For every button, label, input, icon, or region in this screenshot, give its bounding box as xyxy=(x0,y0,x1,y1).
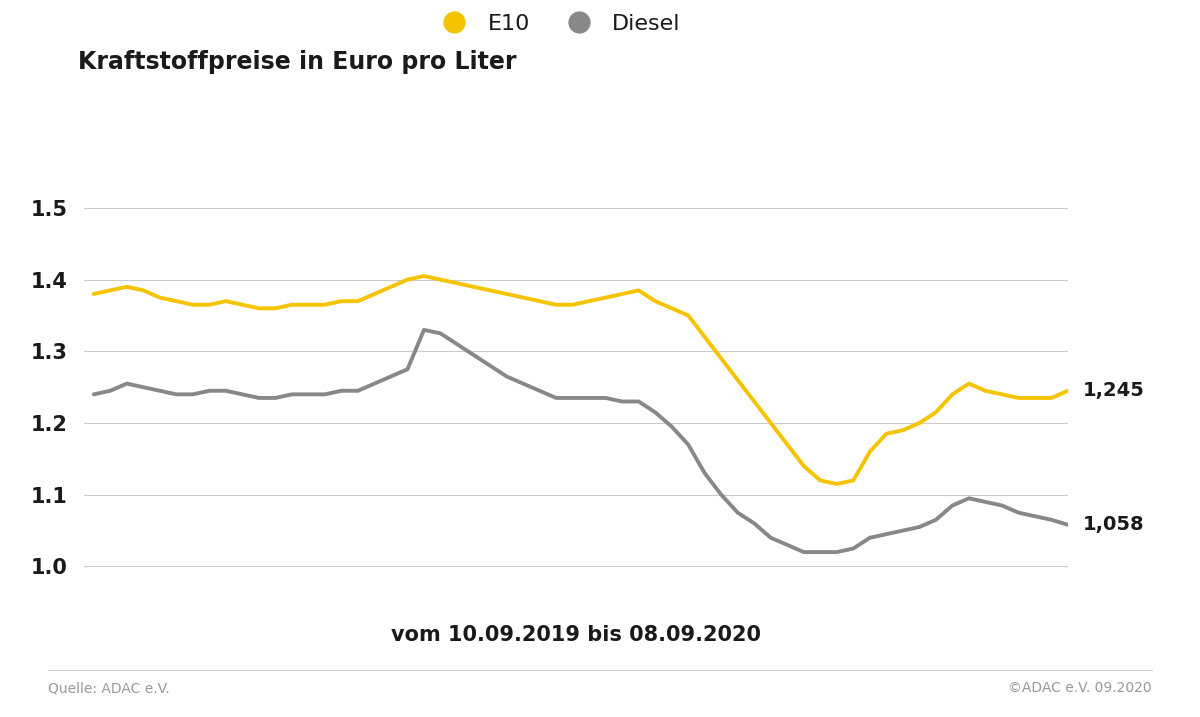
Text: 1,058: 1,058 xyxy=(1082,516,1145,534)
Legend: E10, Diesel: E10, Diesel xyxy=(424,5,690,43)
Text: ©ADAC e.V. 09.2020: ©ADAC e.V. 09.2020 xyxy=(1008,681,1152,695)
Text: 1,245: 1,245 xyxy=(1082,381,1145,400)
Text: Kraftstoffpreise in Euro pro Liter: Kraftstoffpreise in Euro pro Liter xyxy=(78,50,516,74)
Text: vom 10.09.2019 bis 08.09.2020: vom 10.09.2019 bis 08.09.2020 xyxy=(391,625,761,645)
Text: Quelle: ADAC e.V.: Quelle: ADAC e.V. xyxy=(48,681,169,695)
